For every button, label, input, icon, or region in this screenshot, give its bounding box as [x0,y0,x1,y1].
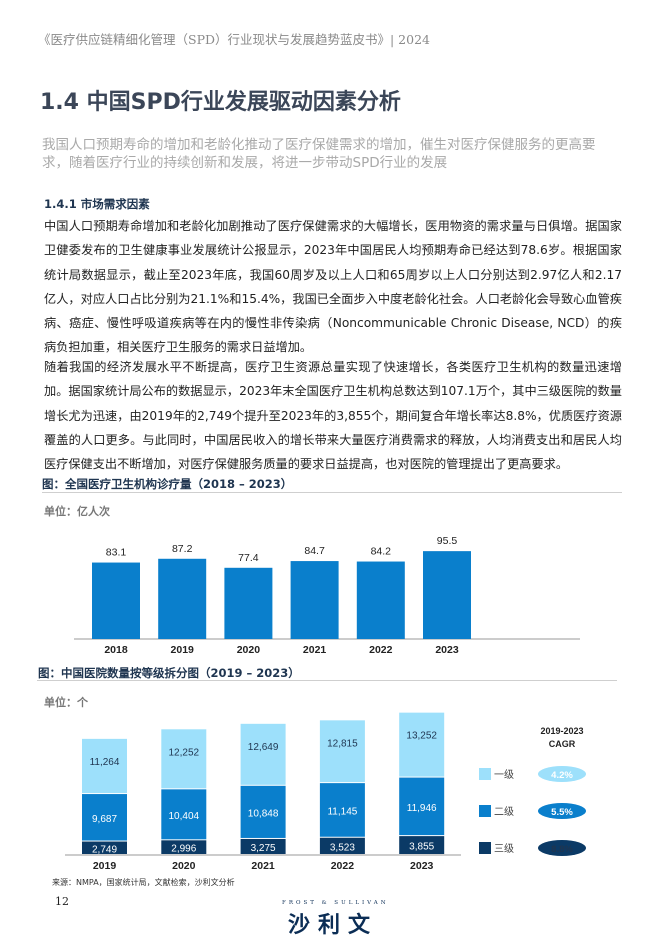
bar-segment [240,838,286,854]
bar [423,551,471,639]
data-label: 11,264 [90,757,120,768]
data-label: 11,946 [407,803,437,814]
chart1-plot: 83.1 2018 87.2 2019 77.4 2020 84.7 2021 84.2 2022… [74,535,580,656]
bar-segment [399,712,445,777]
subsection-title: 1.4.1 市场需求因素 [44,197,150,211]
bar-segment [319,783,365,837]
data-label: 9,687 [92,814,117,825]
chart2-plot: 2,749 9,687 11,264 2019 2,996 10,404 12,252 202… [65,712,586,872]
data-label: 3,855 [409,842,434,853]
data-label: 12,252 [169,747,200,758]
data-label: 2,749 [92,844,117,855]
running-header: 《医疗供应链精细化管理（SPD）行业现状与发展趋势蓝皮书》| 2024 [38,32,430,47]
bar [92,562,140,639]
legend-swatch [479,768,491,780]
bar [290,561,339,639]
paragraph: 中国人口预期寿命增加和老龄化加剧推动了医疗保健需求的大幅增长，医用物资的需求量与… [44,219,622,355]
cagr-badge [538,766,586,782]
bar [356,561,405,639]
data-label: 11,145 [327,806,357,817]
cagr-header: 2019-2023 [540,726,583,736]
chart1-divider [42,492,622,493]
bar-segment [240,723,286,785]
data-label: 95.5 [437,535,458,547]
bar [158,558,207,639]
cagr-value: 8.8% [551,844,573,855]
legend-swatch [479,842,491,854]
legend-label: 二级 [494,806,514,818]
paragraph: 随着我国的经济发展水平不断提高，医疗卫生资源总量实现了快速增长，各类医疗卫生机构… [44,360,622,472]
bar [224,567,273,639]
data-label: 84.7 [304,545,325,557]
cagr-header: CAGR [549,739,576,749]
section-title: 1.4 中国SPD行业发展驱动因素分析 [40,90,401,115]
x-tick-label: 2022 [331,860,355,872]
data-label: 13,252 [406,731,437,742]
x-tick-label: 2022 [369,644,393,656]
bar-segment [319,837,365,854]
bar-segment [240,785,286,838]
cagr-badge [538,803,586,819]
x-tick-label: 2021 [303,644,327,656]
bar-segment [319,720,365,783]
legend-label: 一级 [494,769,514,781]
data-label: 10,848 [248,808,279,819]
x-tick-label: 2020 [172,860,196,872]
logo-shaliwen: 沙利文 [288,913,379,938]
data-label: 77.4 [238,552,259,564]
bar-segment [399,777,445,836]
data-label: 12,649 [248,742,279,753]
data-label: 3,275 [251,843,276,854]
bar-segment [161,789,207,840]
chart2-divider [37,680,617,681]
chart1-title: 图：全国医疗卫生机构诊疗量（2018 – 2023） [42,477,293,491]
x-tick-label: 2020 [237,644,261,656]
bar-segment [161,840,207,854]
data-label: 2,996 [171,844,196,855]
data-label: 10,404 [169,811,200,822]
bar-segment [82,841,127,854]
data-label: 12,815 [327,738,358,749]
x-tick-label: 2018 [104,644,128,656]
x-tick-label: 2023 [435,644,459,656]
x-tick-label: 2019 [93,860,117,872]
logo-frost-sullivan: FROST & SULLIVAN [282,900,389,906]
section-lead: 我国人口预期寿命的增加和老龄化推动了医疗保健需求的增加，催生对医疗保健服务的更高… [42,137,596,171]
chart1-unit: 单位：亿人次 [44,505,110,518]
data-label: 87.2 [172,543,193,555]
chart2-unit: 单位：个 [44,696,88,709]
data-label: 84.2 [371,546,392,558]
cagr-value: 5.5% [551,807,573,818]
x-tick-label: 2021 [251,860,275,872]
x-tick-label: 2019 [171,644,195,656]
page-number: 12 [55,895,69,908]
cagr-badge [538,840,586,856]
data-label: 83.1 [106,547,127,559]
data-label: 3,523 [330,842,355,853]
legend-label: 三级 [494,843,514,855]
source-note: 来源：NMPA，国家统计局，文献检索，沙利文分析 [52,878,235,887]
cagr-value: 4.2% [551,770,573,781]
x-tick-label: 2023 [410,860,434,872]
bar-segment [82,738,127,794]
bar-segment [82,794,127,841]
bar-segment [161,729,207,789]
legend-swatch [479,805,491,817]
chart2-title: 图：中国医院数量按等级拆分图（2019 – 2023） [38,666,300,680]
bar-segment [399,836,445,854]
